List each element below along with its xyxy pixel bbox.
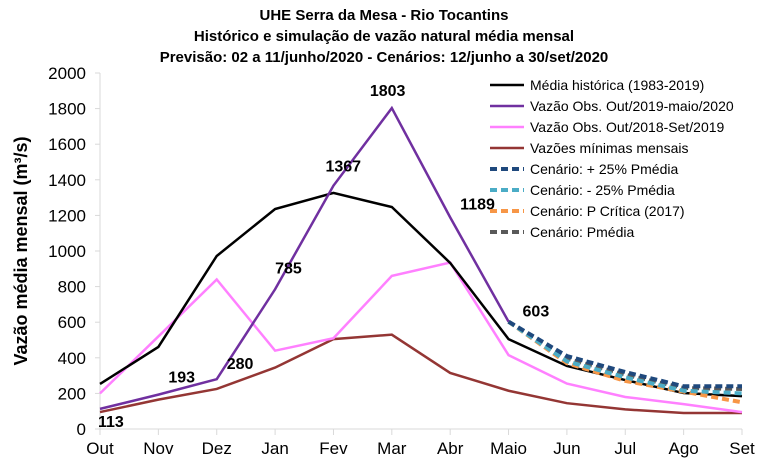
x-tick-label: Ago xyxy=(669,439,699,458)
x-tick-label: Dez xyxy=(202,439,232,458)
x-tick-label: Mar xyxy=(377,439,407,458)
legend-entry: Cenário: Pmédia xyxy=(530,224,634,240)
y-tick-label: 600 xyxy=(58,313,86,332)
legend-entry: Cenário: + 25% Pmédia xyxy=(530,161,678,177)
y-tick-label: 0 xyxy=(77,420,86,439)
x-tick-label: Nov xyxy=(143,439,174,458)
data-label: 785 xyxy=(275,260,302,277)
series-line-2 xyxy=(99,261,743,414)
y-tick-label: 800 xyxy=(58,278,86,297)
x-tick-label: Abr xyxy=(437,439,464,458)
chart-title-line: UHE Serra da Mesa - Rio Tocantins xyxy=(260,7,509,24)
series-line-1 xyxy=(99,105,510,411)
y-tick-label: 1800 xyxy=(48,100,86,119)
y-tick-label: 2000 xyxy=(48,64,86,83)
legend-entry: Média histórica (1983-2019) xyxy=(530,77,704,93)
x-tick-label: Out xyxy=(86,439,114,458)
y-tick-label: 1600 xyxy=(48,135,86,154)
legend-entry: Vazão Obs. Out/2018-Set/2019 xyxy=(530,119,725,135)
data-label: 1803 xyxy=(370,83,406,100)
x-tick-label: Maio xyxy=(490,439,527,458)
series-line-3 xyxy=(99,333,742,415)
x-tick-label: Jan xyxy=(261,439,288,458)
y-tick-label: 1400 xyxy=(48,171,86,190)
series-line-5 xyxy=(507,320,743,396)
legend-entry: Vazão Obs. Out/2019-maio/2020 xyxy=(530,98,734,114)
chart-title-line: Previsão: 02 a 11/junho/2020 - Cenários:… xyxy=(160,49,609,66)
y-tick-label: 1200 xyxy=(48,206,86,225)
series-line-4 xyxy=(507,319,742,389)
data-label: 113 xyxy=(98,414,124,431)
data-label: 1189 xyxy=(460,196,495,213)
series-line-0 xyxy=(99,191,743,398)
data-label: 280 xyxy=(227,356,254,373)
legend-entry: Vazões mínimas mensais xyxy=(530,140,688,156)
legend-entry: Cenário: P Crítica (2017) xyxy=(530,203,685,219)
y-axis-label: Vazão média mensal (m³/s) xyxy=(11,136,31,365)
x-tick-label: Jul xyxy=(614,439,636,458)
data-label: 1367 xyxy=(325,159,361,176)
x-tick-label: Fev xyxy=(319,439,348,458)
y-tick-label: 400 xyxy=(58,349,86,368)
y-tick-label: 1000 xyxy=(48,242,86,261)
x-tick-label: Set xyxy=(729,439,755,458)
x-tick-label: Jun xyxy=(553,439,580,458)
y-tick-label: 200 xyxy=(58,384,86,403)
data-label: 193 xyxy=(168,370,195,387)
legend-entry: Cenário: - 25% Pmédia xyxy=(530,182,675,198)
data-label: 603 xyxy=(523,304,550,321)
chart-title-line: Histórico e simulação de vazão natural m… xyxy=(194,28,574,45)
